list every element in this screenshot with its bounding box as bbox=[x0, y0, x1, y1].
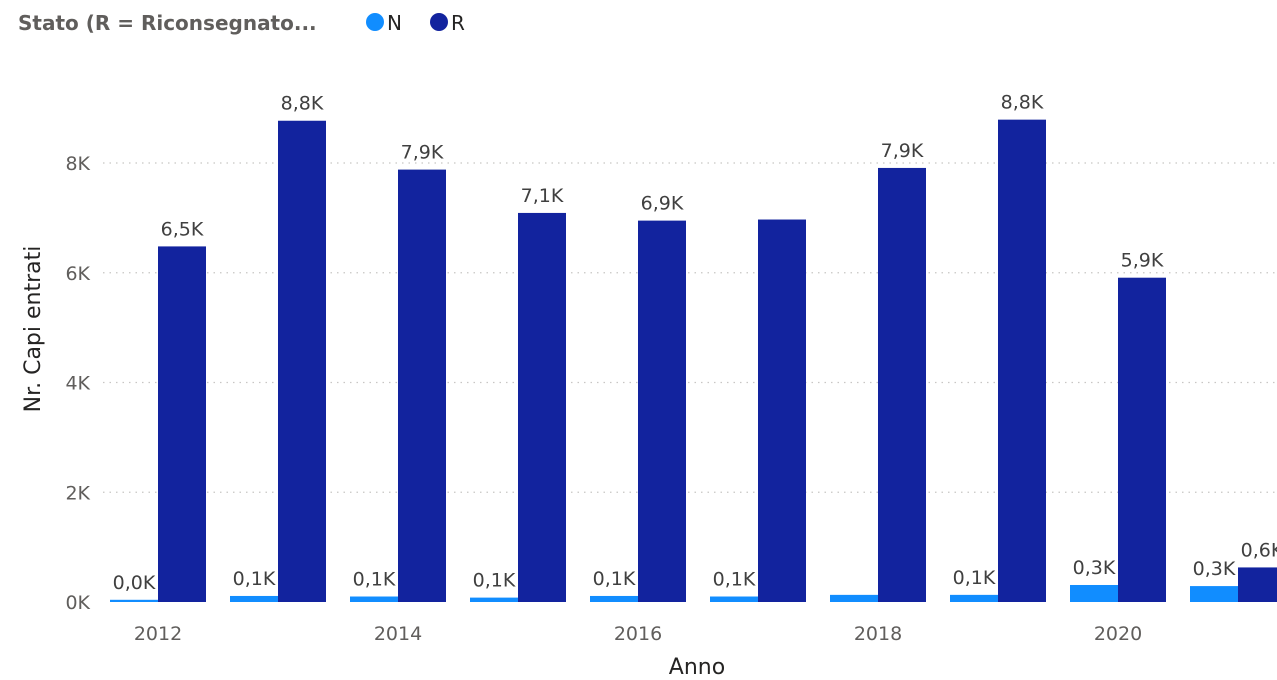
x-axis-title: Anno bbox=[669, 655, 725, 680]
y-tick-label: 4K bbox=[65, 373, 90, 395]
bar-n-2016[interactable] bbox=[590, 595, 638, 602]
bar-n-2012[interactable] bbox=[110, 599, 158, 602]
bar-r-2014[interactable] bbox=[398, 169, 446, 602]
bar-n-2018[interactable] bbox=[830, 594, 878, 602]
data-label-r-2015: 7,1K bbox=[521, 185, 564, 207]
data-label-n-2016: 0,1K bbox=[593, 568, 636, 590]
bar-r-2021[interactable] bbox=[1238, 567, 1277, 602]
y-axis-ticks: 0K 2K 4K 6K 8K bbox=[65, 153, 90, 614]
bars[interactable] bbox=[110, 119, 1277, 603]
x-tick-label: 2016 bbox=[614, 623, 662, 645]
data-label-r-2020: 5,9K bbox=[1121, 250, 1164, 272]
data-label-n-2015: 0,1K bbox=[473, 570, 516, 592]
data-label-r-2019: 8,8K bbox=[1001, 92, 1044, 114]
data-label-n-2013: 0,1K bbox=[233, 568, 276, 590]
bar-r-2019[interactable] bbox=[998, 119, 1046, 603]
x-tick-label: 2020 bbox=[1094, 623, 1142, 645]
data-label-n-2020: 0,3K bbox=[1073, 557, 1116, 579]
y-tick-label: 6K bbox=[65, 263, 90, 285]
bar-r-2020[interactable] bbox=[1118, 277, 1166, 602]
data-label-r-2012: 6,5K bbox=[161, 218, 204, 240]
bar-r-2018[interactable] bbox=[878, 167, 926, 602]
x-tick-label: 2014 bbox=[374, 623, 422, 645]
bar-n-2013[interactable] bbox=[230, 595, 278, 602]
x-axis-ticks: 2012 2014 2016 2018 2020 bbox=[134, 623, 1142, 645]
bar-n-2014[interactable] bbox=[350, 596, 398, 602]
bar-n-2017[interactable] bbox=[710, 596, 758, 602]
bar-r-2015[interactable] bbox=[518, 212, 566, 602]
bar-n-2021[interactable] bbox=[1190, 586, 1238, 602]
legend[interactable]: Stato (R = Riconsegnato... N R bbox=[18, 11, 465, 35]
bar-r-2012[interactable] bbox=[158, 246, 206, 602]
bar-r-2013[interactable] bbox=[278, 120, 326, 602]
y-tick-label: 8K bbox=[65, 153, 90, 175]
data-label-n-2017: 0,1K bbox=[713, 569, 756, 591]
bar-n-2020[interactable] bbox=[1070, 584, 1118, 602]
data-labels: 0,0K 6,5K 0,1K 8,8K 0,1K 7,9K 0,1K 7,1K 0,1K 6,9K… bbox=[113, 92, 1277, 594]
legend-label-n[interactable]: N bbox=[387, 11, 402, 35]
x-tick-label: 2018 bbox=[854, 623, 902, 645]
bar-n-2015[interactable] bbox=[470, 597, 518, 602]
legend-label-r[interactable]: R bbox=[451, 11, 465, 35]
y-tick-label: 0K bbox=[65, 592, 90, 614]
y-tick-label: 2K bbox=[65, 482, 90, 504]
data-label-r-2021: 0,6K bbox=[1241, 539, 1277, 561]
x-tick-label: 2012 bbox=[134, 623, 182, 645]
data-label-r-2016: 6,9K bbox=[641, 193, 684, 215]
data-label-r-2014: 7,9K bbox=[401, 142, 444, 164]
legend-marker-r[interactable] bbox=[430, 13, 448, 31]
data-label-n-2012: 0,0K bbox=[113, 572, 156, 594]
data-label-n-2019: 0,1K bbox=[953, 567, 996, 589]
bar-n-2019[interactable] bbox=[950, 594, 998, 602]
bar-r-2017[interactable] bbox=[758, 219, 806, 603]
data-label-r-2013: 8,8K bbox=[281, 93, 324, 115]
bar-r-2016[interactable] bbox=[638, 220, 686, 602]
legend-title: Stato (R = Riconsegnato... bbox=[18, 11, 317, 35]
legend-marker-n[interactable] bbox=[366, 13, 384, 31]
data-label-n-2021: 0,3K bbox=[1193, 558, 1236, 580]
data-label-n-2014: 0,1K bbox=[353, 569, 396, 591]
data-label-r-2018: 7,9K bbox=[881, 140, 924, 162]
y-axis-title: Nr. Capi entrati bbox=[21, 246, 46, 413]
